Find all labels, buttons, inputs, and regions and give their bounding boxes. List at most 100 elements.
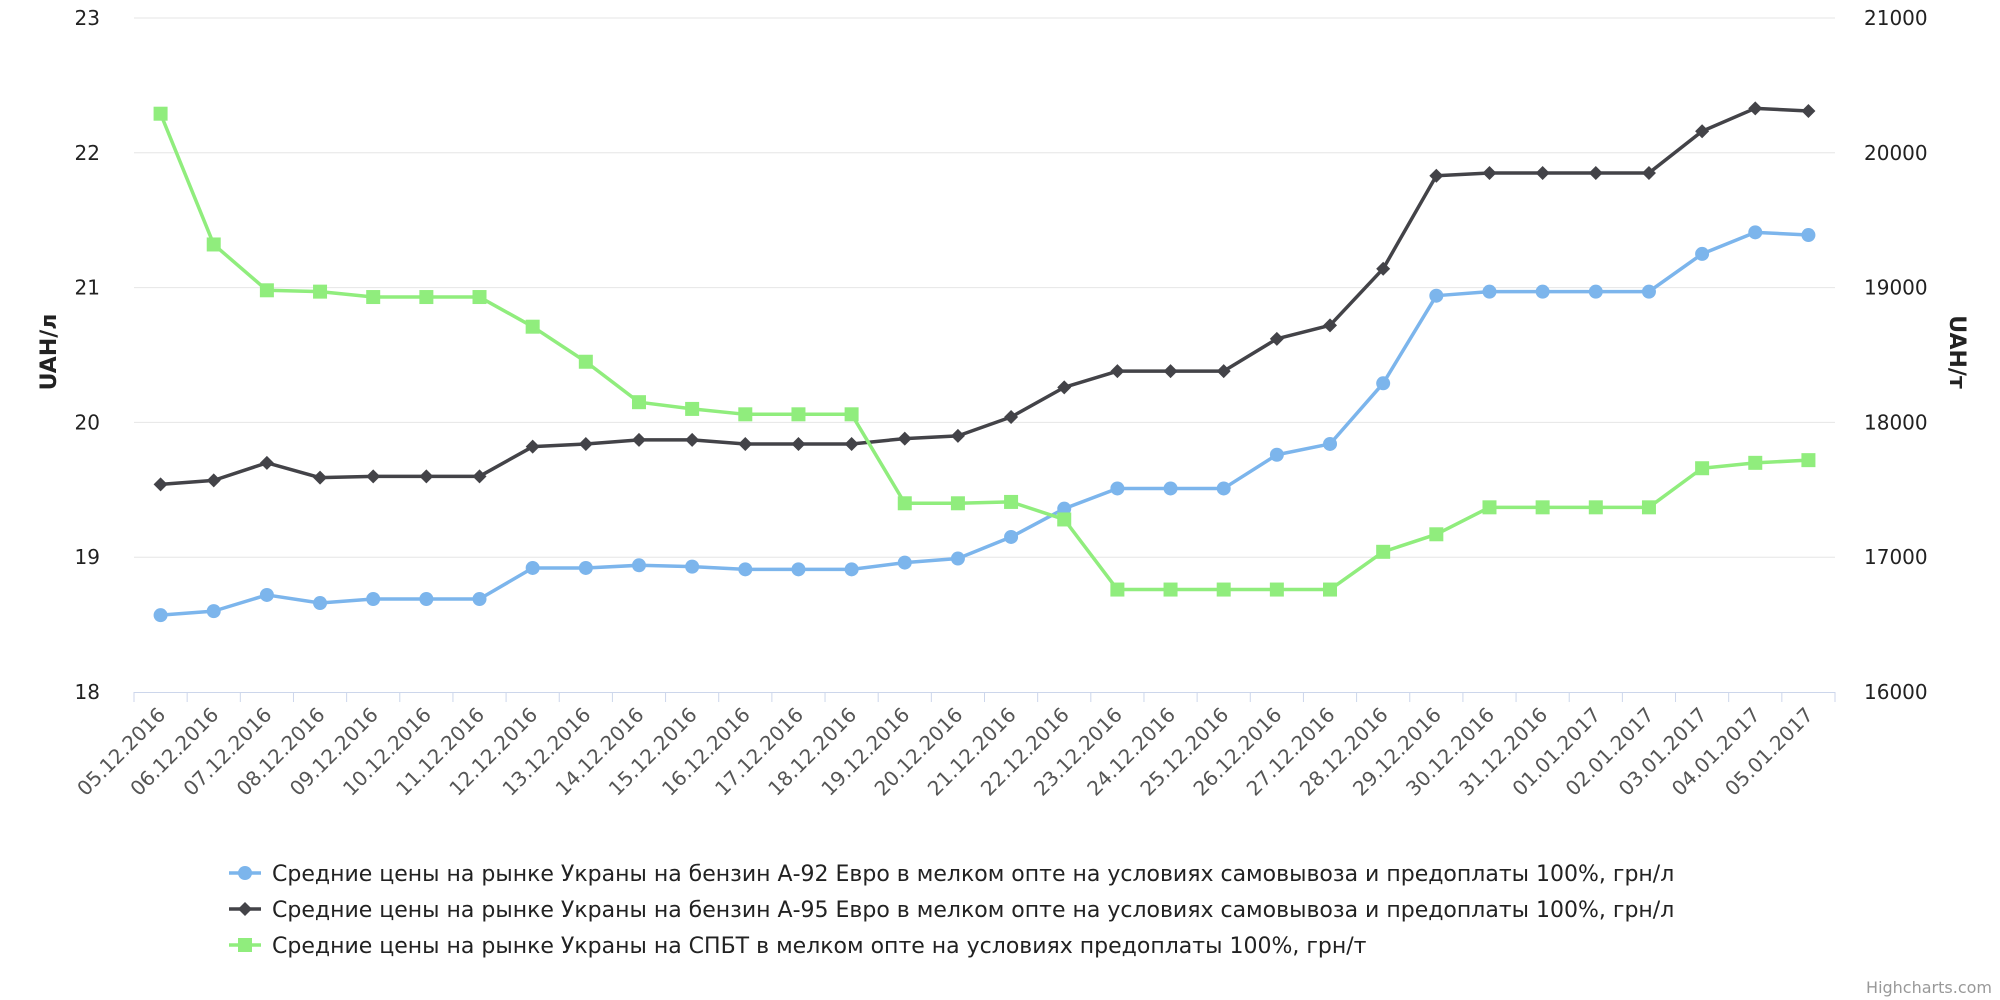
series-2-point[interactable] (1269, 331, 1284, 346)
legend[interactable]: Средние цены на рынке Украны на бензин А… (229, 862, 1674, 959)
series-3-point[interactable] (844, 407, 859, 422)
series-1-point[interactable] (685, 559, 700, 574)
series-2-point[interactable] (738, 436, 753, 451)
series-3-point[interactable] (950, 496, 965, 511)
series-2-point[interactable] (1641, 166, 1656, 181)
series-3-point[interactable] (1057, 512, 1072, 527)
series-1-point[interactable] (472, 591, 487, 606)
series-2-point[interactable] (631, 432, 646, 447)
series-1-point[interactable] (419, 591, 434, 606)
series-3-point[interactable] (259, 283, 274, 298)
series-1-point[interactable] (897, 555, 912, 570)
series-1-point[interactable] (1216, 481, 1231, 496)
series-1-point[interactable] (791, 562, 806, 577)
series-3-point[interactable] (738, 407, 753, 422)
series-3-point[interactable] (206, 237, 221, 252)
series-1-line[interactable] (158, 230, 1811, 617)
series-2-point[interactable] (1004, 410, 1019, 425)
series-1-point[interactable] (950, 551, 965, 566)
series-1-point[interactable] (1163, 481, 1178, 496)
series-2-point[interactable] (366, 469, 381, 484)
series-2-point[interactable] (313, 470, 328, 485)
series-2-point[interactable] (685, 432, 700, 447)
series-1-point[interactable] (259, 587, 274, 602)
series-1-point[interactable] (366, 591, 381, 606)
series-1-point[interactable] (738, 562, 753, 577)
series-2-point[interactable] (791, 436, 806, 451)
series-3-point[interactable] (153, 106, 168, 121)
series-3-point[interactable] (1695, 461, 1710, 476)
series-1-point[interactable] (1429, 288, 1444, 303)
series-3-point[interactable] (791, 407, 806, 422)
series-2-point[interactable] (1110, 364, 1125, 379)
series-3-point[interactable] (366, 290, 381, 305)
series-2-point[interactable] (419, 469, 434, 484)
series-1-point[interactable] (1482, 284, 1497, 299)
series-1-point[interactable] (206, 604, 221, 619)
series-1-point[interactable] (1535, 284, 1550, 299)
series-1-point[interactable] (525, 560, 540, 575)
series-1-point[interactable] (1695, 246, 1710, 261)
legend-marker-symbol[interactable] (238, 938, 252, 952)
series-2-point[interactable] (897, 431, 912, 446)
series-3-point[interactable] (525, 319, 540, 334)
series-3-point[interactable] (685, 401, 700, 416)
legend-marker-symbol[interactable] (238, 866, 252, 880)
series-1-point[interactable] (1748, 225, 1763, 240)
series-2-point[interactable] (1801, 104, 1816, 119)
series-3-point[interactable] (578, 354, 593, 369)
series-3-point[interactable] (1801, 453, 1816, 468)
series-2-point[interactable] (1163, 364, 1178, 379)
series-3-point[interactable] (897, 496, 912, 511)
series-3-point[interactable] (1323, 582, 1338, 597)
series-2-point[interactable] (1376, 261, 1391, 276)
series-2-point[interactable] (1323, 318, 1338, 333)
series-2-point[interactable] (1748, 101, 1763, 116)
legend-item[interactable]: Средние цены на рынке Украны на СПБТ в м… (229, 934, 1367, 959)
series-3-point[interactable] (631, 395, 646, 410)
series-1-point[interactable] (631, 558, 646, 573)
series-3-point[interactable] (1588, 500, 1603, 515)
series-2-point[interactable] (578, 436, 593, 451)
series-3-point[interactable] (313, 284, 328, 299)
series-1-point[interactable] (1323, 436, 1338, 451)
legend-item[interactable]: Средние цены на рынке Украны на бензин А… (229, 898, 1674, 923)
series-1-point[interactable] (313, 596, 328, 611)
series-2-point[interactable] (153, 477, 168, 492)
series-3-point[interactable] (472, 290, 487, 305)
series-1-point[interactable] (1588, 284, 1603, 299)
series-2-point[interactable] (1057, 380, 1072, 395)
series-3-point[interactable] (1376, 544, 1391, 559)
series-3-point[interactable] (1004, 494, 1019, 509)
series-3-point[interactable] (1110, 582, 1125, 597)
series-1-point[interactable] (1269, 447, 1284, 462)
legend-item[interactable]: Средние цены на рынке Украны на бензин А… (229, 862, 1674, 887)
series-2-point[interactable] (259, 455, 274, 470)
series-2-point[interactable] (1535, 166, 1550, 181)
series-3-line[interactable] (158, 111, 1811, 592)
series-1-point[interactable] (1641, 284, 1656, 299)
series-3-point[interactable] (419, 290, 434, 305)
series-1-point[interactable] (1110, 481, 1125, 496)
series-3-point[interactable] (1482, 500, 1497, 515)
series-2-point[interactable] (1695, 124, 1710, 139)
series-2-line[interactable] (158, 106, 1811, 487)
series-2-point[interactable] (1429, 168, 1444, 183)
series-2-point[interactable] (1588, 166, 1603, 181)
series-2-point[interactable] (525, 439, 540, 454)
series-1-point[interactable] (1801, 228, 1816, 243)
credits-label[interactable]: Highcharts.com (1866, 978, 1992, 997)
series-3-point[interactable] (1641, 500, 1656, 515)
series-1-point[interactable] (844, 562, 859, 577)
series-3-point[interactable] (1535, 500, 1550, 515)
series-2-point[interactable] (950, 428, 965, 443)
series-3-point[interactable] (1429, 527, 1444, 542)
series-1-point[interactable] (153, 608, 168, 623)
series-1-point[interactable] (1004, 529, 1019, 544)
series-3-point[interactable] (1269, 582, 1284, 597)
series-1-point[interactable] (1376, 376, 1391, 391)
series-2-point[interactable] (844, 436, 859, 451)
series-1-point[interactable] (578, 560, 593, 575)
series-3-point[interactable] (1163, 582, 1178, 597)
series-3-point[interactable] (1748, 455, 1763, 470)
